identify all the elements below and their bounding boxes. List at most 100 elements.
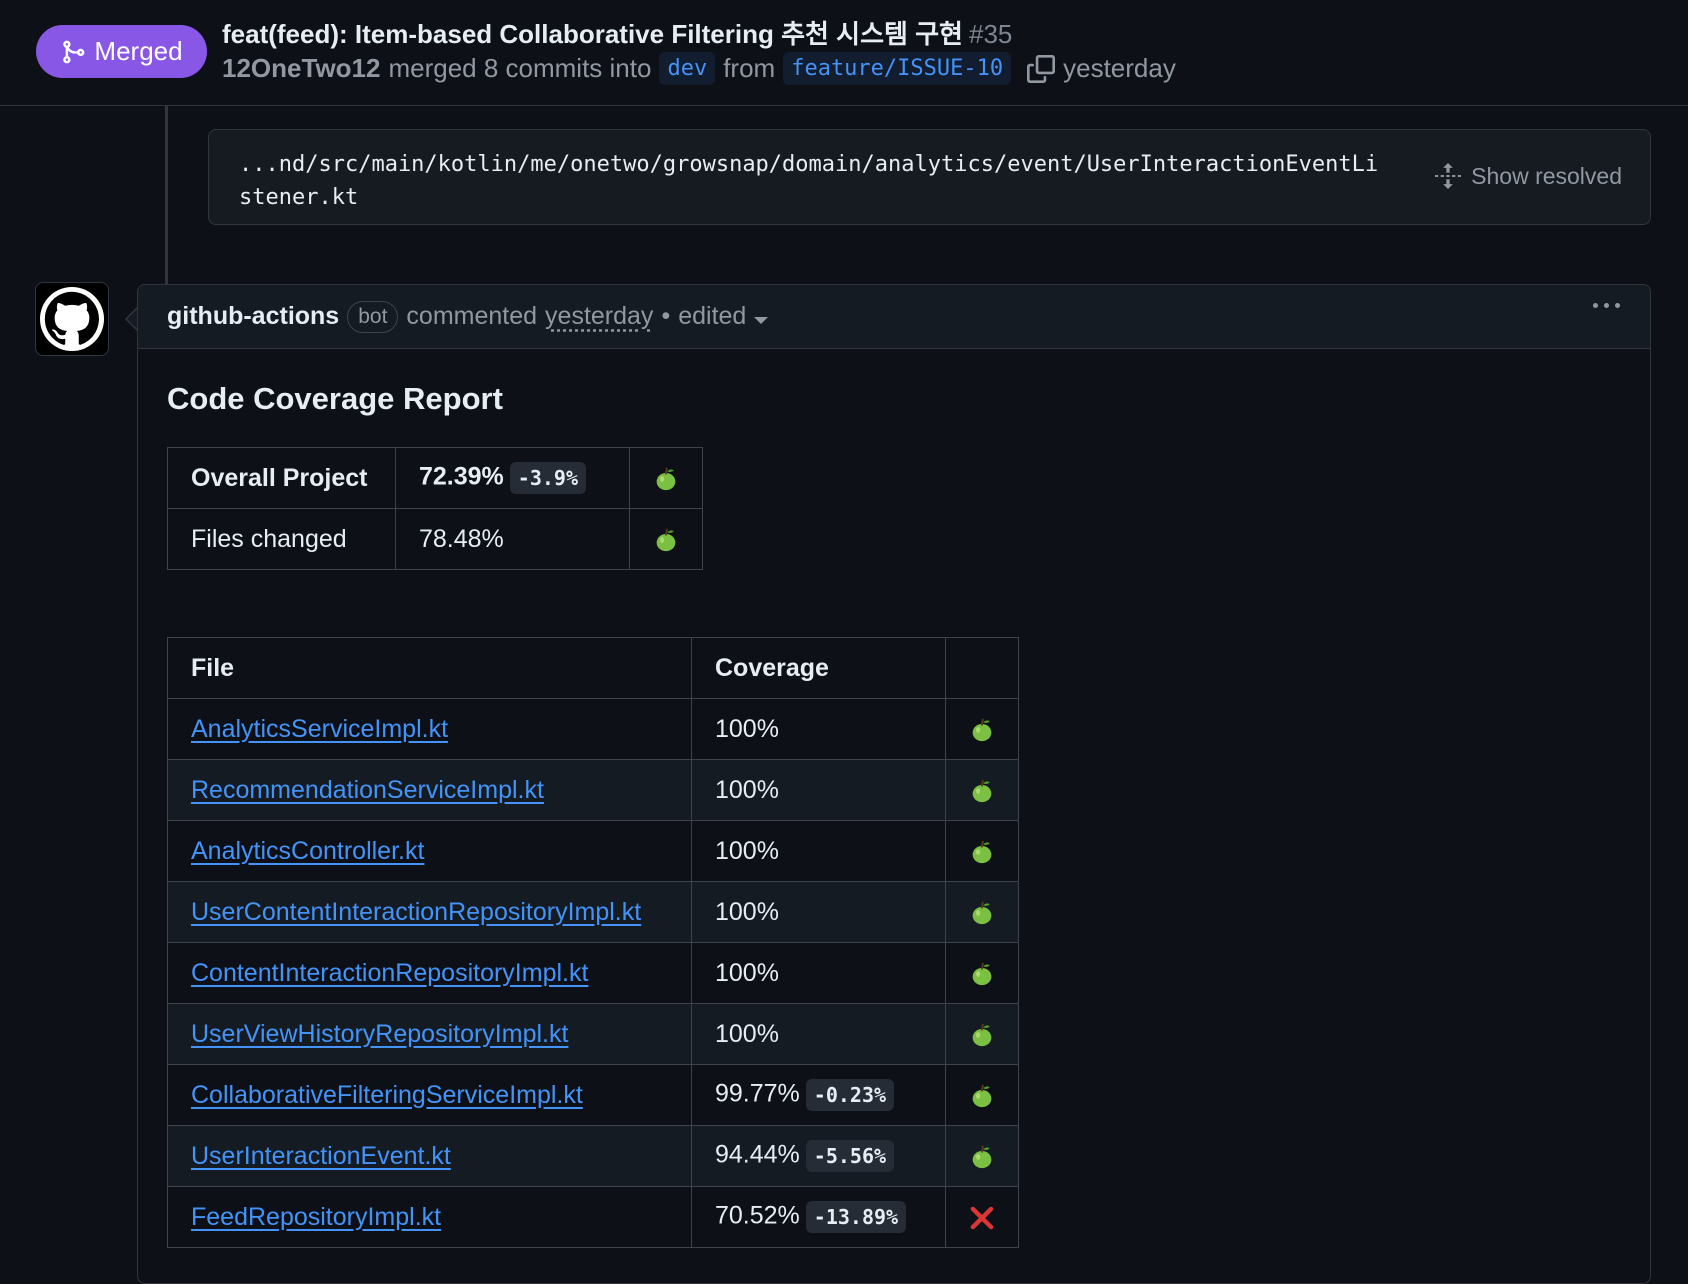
files-table-header-row: File Coverage (167, 637, 1019, 699)
table-row: AnalyticsServiceImpl.kt 100% (167, 698, 1019, 760)
file-cell: UserViewHistoryRepositoryImpl.kt (167, 1003, 692, 1065)
table-row: CollaborativeFilteringServiceImpl.kt 99.7… (167, 1064, 1019, 1126)
file-cell: ContentInteractionRepositoryImpl.kt (167, 942, 692, 1004)
column-header-coverage: Coverage (691, 637, 946, 699)
merged-status-badge: Merged (36, 25, 207, 78)
coverage-delta: -3.9% (509, 462, 587, 494)
file-link[interactable]: CollaborativeFilteringServiceImpl.kt (191, 1080, 583, 1109)
file-cell: RecommendationServiceImpl.kt (167, 759, 692, 821)
file-cell: UserInteractionEvent.kt (167, 1125, 692, 1187)
comment-author-link[interactable]: github-actions (167, 302, 340, 330)
file-cell: CollaborativeFilteringServiceImpl.kt (167, 1064, 692, 1126)
file-link[interactable]: AnalyticsController.kt (191, 836, 425, 865)
status-cell (945, 881, 1019, 943)
summary-label: Files changed (167, 508, 396, 570)
merged-label: Merged (94, 36, 183, 66)
comment-action: commented (406, 302, 538, 330)
table-row: UserContentInteractionRepositoryImpl.kt 1… (167, 881, 1019, 943)
green-apple-icon (972, 779, 992, 803)
coverage-cell: 100% (691, 820, 946, 882)
pr-title-text: feat(feed): Item-based Collaborative Fil… (222, 19, 963, 49)
from-text: from (723, 53, 776, 83)
timeline-line (165, 106, 168, 284)
resolved-conversation: ...nd/src/main/kotlin/me/onetwo/growsnap… (208, 129, 1651, 225)
git-merge-icon (63, 40, 85, 63)
file-link[interactable]: RecommendationServiceImpl.kt (191, 775, 544, 804)
file-link[interactable]: UserViewHistoryRepositoryImpl.kt (191, 1019, 569, 1048)
file-cell: FeedRepositoryImpl.kt (167, 1186, 692, 1248)
chevron-down-icon (754, 317, 769, 324)
coverage-value: 78.48% (419, 524, 504, 553)
coverage-value: 100% (715, 1019, 779, 1048)
head-branch[interactable]: feature/ISSUE-10 (783, 52, 1012, 85)
column-header-status (945, 637, 1019, 699)
green-apple-icon (972, 901, 992, 925)
merge-text: merged 8 commits into (388, 53, 652, 83)
pr-author-link[interactable]: 12OneTwo12 (222, 53, 381, 83)
green-apple-icon (972, 718, 992, 742)
summary-coverage-cell: 72.39% -3.9% (395, 447, 630, 509)
table-row: FeedRepositoryImpl.kt 70.52% -13.89% (167, 1186, 1019, 1248)
green-apple-icon (972, 840, 992, 864)
pr-number: #35 (968, 19, 1013, 49)
coverage-cell: 99.77% -0.23% (691, 1064, 946, 1126)
coverage-delta: -13.89% (805, 1201, 907, 1233)
table-row: ContentInteractionRepositoryImpl.kt 100% (167, 942, 1019, 1004)
resolved-file-path[interactable]: ...nd/src/main/kotlin/me/onetwo/growsnap… (239, 152, 1379, 210)
table-row: RecommendationServiceImpl.kt 100% (167, 759, 1019, 821)
copy-icon[interactable] (1027, 54, 1056, 83)
status-cell (945, 1186, 1019, 1248)
green-apple-icon (972, 1145, 992, 1169)
github-mark-icon (40, 287, 104, 351)
coverage-value: 100% (715, 714, 779, 743)
red-cross-icon (970, 1206, 994, 1230)
coverage-value: 100% (715, 836, 779, 865)
coverage-cell: 70.52% -13.89% (691, 1186, 946, 1248)
coverage-cell: 100% (691, 698, 946, 760)
summary-status-cell (629, 447, 703, 509)
avatar[interactable] (35, 282, 109, 356)
file-link[interactable]: UserContentInteractionRepositoryImpl.kt (191, 897, 642, 926)
file-link[interactable]: UserInteractionEvent.kt (191, 1141, 451, 1170)
pr-meta: 12OneTwo12 merged 8 commits into dev fro… (222, 52, 1176, 85)
coverage-cell: 100% (691, 1003, 946, 1065)
coverage-cell: 100% (691, 881, 946, 943)
coverage-value: 100% (715, 958, 779, 987)
file-link[interactable]: AnalyticsServiceImpl.kt (191, 714, 449, 743)
base-branch[interactable]: dev (659, 52, 716, 85)
table-row: UserViewHistoryRepositoryImpl.kt 100% (167, 1003, 1019, 1065)
show-resolved-button[interactable]: Show resolved (1435, 161, 1622, 191)
kebab-menu-icon[interactable] (1593, 303, 1620, 308)
coverage-value: 99.77% (715, 1079, 800, 1108)
comment-time-link[interactable]: yesterday (545, 302, 654, 330)
pr-title: feat(feed): Item-based Collaborative Fil… (222, 14, 1012, 51)
green-apple-icon (972, 1084, 992, 1108)
table-row: AnalyticsController.kt 100% (167, 820, 1019, 882)
files-table: File Coverage AnalyticsServiceImpl.kt 100… (167, 637, 1019, 1248)
file-cell: UserContentInteractionRepositoryImpl.kt (167, 881, 692, 943)
file-link[interactable]: FeedRepositoryImpl.kt (191, 1202, 442, 1231)
bot-badge: bot (347, 300, 399, 333)
green-apple-icon (656, 467, 676, 491)
file-link[interactable]: ContentInteractionRepositoryImpl.kt (191, 958, 589, 987)
status-cell (945, 1003, 1019, 1065)
table-row: UserInteractionEvent.kt 94.44% -5.56% (167, 1125, 1019, 1187)
unfold-icon (1435, 163, 1462, 189)
summary-status-cell (629, 508, 703, 570)
column-header-file: File (167, 637, 692, 699)
summary-table: Overall Project 72.39% -3.9% Files changed 7… (167, 447, 703, 570)
comment-box: github-actions bot commented yesterday •… (137, 284, 1651, 1284)
edited-dropdown[interactable]: edited (678, 302, 769, 331)
status-cell (945, 1064, 1019, 1126)
coverage-value: 72.39% (419, 462, 504, 491)
status-cell (945, 1125, 1019, 1187)
coverage-value: 100% (715, 897, 779, 926)
merge-time: yesterday (1063, 53, 1176, 83)
green-apple-icon (972, 962, 992, 986)
file-cell: AnalyticsController.kt (167, 820, 692, 882)
coverage-value: 70.52% (715, 1201, 800, 1230)
show-resolved-label: Show resolved (1471, 162, 1622, 189)
comment-header: github-actions bot commented yesterday •… (138, 285, 1650, 349)
coverage-cell: 100% (691, 759, 946, 821)
summary-coverage-cell: 78.48% (395, 508, 630, 570)
